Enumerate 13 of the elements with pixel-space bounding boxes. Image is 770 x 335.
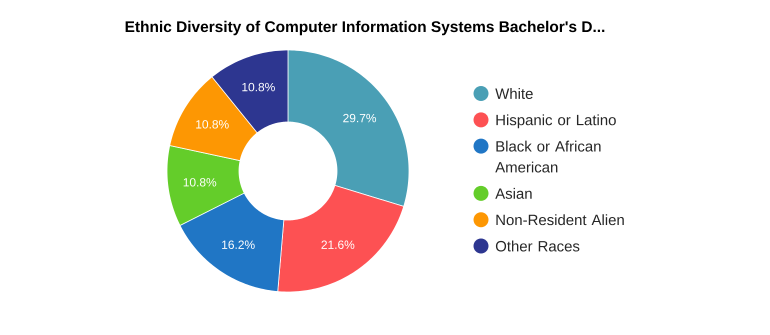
- legend-label: Asian: [495, 188, 532, 199]
- data-label: 10.8%: [242, 82, 275, 92]
- legend-label: Non-Resident Alien: [496, 214, 624, 226]
- data-label: 21.6%: [321, 240, 354, 249]
- legend-label: White: [495, 88, 533, 99]
- legend-label: Hispanic or Latino: [496, 114, 616, 128]
- legend-label: Black or African American: [495, 140, 601, 173]
- data-label: 29.7%: [343, 114, 376, 122]
- legend-label: Other Races: [496, 240, 580, 252]
- data-label: 10.8%: [184, 178, 216, 187]
- data-label: 10.8%: [196, 120, 229, 129]
- chart-title: Ethnic Diversity of Computer Information Systems Bachelor's D...: [126, 20, 604, 36]
- data-label: 16.2%: [222, 240, 255, 249]
